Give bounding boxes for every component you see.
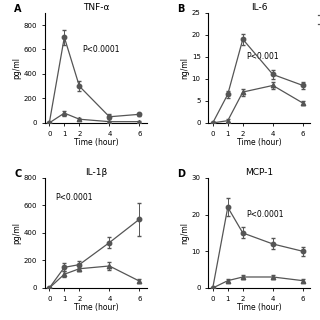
Title: TNF-α: TNF-α xyxy=(83,3,109,12)
Title: MCP-1: MCP-1 xyxy=(245,168,273,177)
Y-axis label: ng/ml: ng/ml xyxy=(180,222,189,244)
Text: P<0.0001: P<0.0001 xyxy=(246,210,283,219)
Text: P<0.001: P<0.001 xyxy=(246,52,278,61)
X-axis label: Time (hour): Time (hour) xyxy=(237,303,282,312)
Y-axis label: pg/ml: pg/ml xyxy=(12,57,21,79)
Title: IL-6: IL-6 xyxy=(251,3,268,12)
Text: P<0.0001: P<0.0001 xyxy=(82,45,120,54)
X-axis label: Time (hour): Time (hour) xyxy=(237,138,282,147)
Y-axis label: pg/ml: pg/ml xyxy=(12,222,21,244)
Text: D: D xyxy=(178,169,186,179)
X-axis label: Time (hour): Time (hour) xyxy=(74,303,118,312)
Text: A: A xyxy=(14,4,22,14)
Text: C: C xyxy=(14,169,21,179)
X-axis label: Time (hour): Time (hour) xyxy=(74,138,118,147)
Text: B: B xyxy=(178,4,185,14)
Legend: D, cS: D, cS xyxy=(316,11,320,29)
Title: IL-1β: IL-1β xyxy=(85,168,107,177)
Text: P<0.0001: P<0.0001 xyxy=(55,193,93,202)
Y-axis label: ng/ml: ng/ml xyxy=(180,57,189,79)
